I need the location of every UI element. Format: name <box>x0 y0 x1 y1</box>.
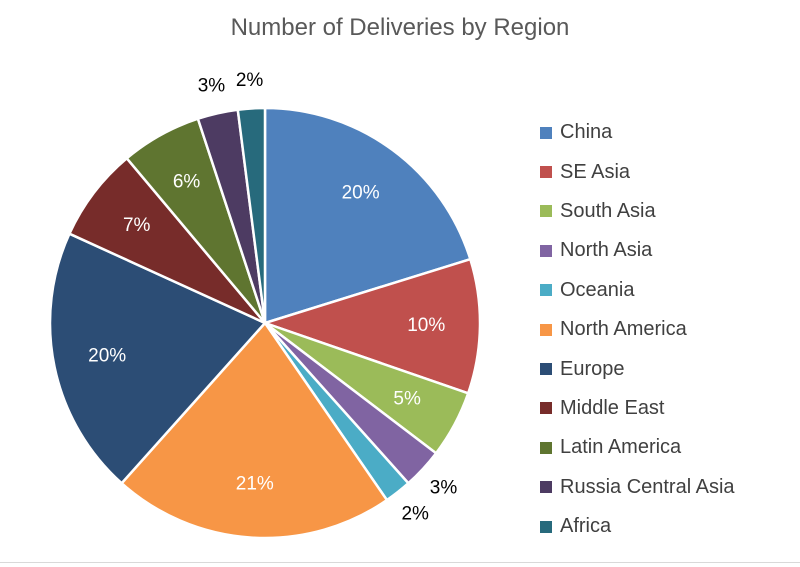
legend-item-se-asia: SE Asia <box>540 152 735 191</box>
legend-item-africa: Africa <box>540 507 735 546</box>
legend-swatch <box>540 126 552 139</box>
legend-item-russia-central-asia: Russia Central Asia <box>540 468 735 507</box>
pie-slice-africa <box>236 106 267 325</box>
data-label-oceania: 2% <box>401 504 429 525</box>
legend-swatch <box>540 441 552 454</box>
bottom-divider <box>0 562 800 563</box>
data-label-north-asia: 3% <box>430 477 458 498</box>
legend-label: Europe <box>560 357 625 380</box>
legend-item-latin-america: Latin America <box>540 428 735 467</box>
legend-swatch <box>540 205 552 218</box>
legend: China SE Asia South Asia North Asia Oceania N… <box>540 113 735 546</box>
data-label-russia-central-asia: 3% <box>198 75 226 96</box>
legend-label: SE Asia <box>560 160 631 183</box>
data-label-se-asia: 10% <box>407 315 445 336</box>
data-label-north-america: 21% <box>236 473 274 494</box>
legend-swatch <box>540 323 552 336</box>
legend-swatch <box>540 520 552 533</box>
legend-label: China <box>560 121 613 144</box>
pie-slice-europe <box>48 232 267 485</box>
legend-swatch <box>540 481 552 494</box>
legend-label: North Asia <box>560 239 653 262</box>
data-label-middle-east: 7% <box>123 215 151 236</box>
data-label-latin-america: 6% <box>173 172 201 193</box>
chart-title: Number of Deliveries by Region <box>230 14 570 41</box>
legend-label: South Asia <box>560 199 656 222</box>
pie-slice-north-america <box>120 321 389 540</box>
legend-item-north-asia: North Asia <box>540 231 735 270</box>
data-label-south-asia: 5% <box>393 389 421 410</box>
data-label-europe: 20% <box>88 346 126 367</box>
legend-item-north-america: North America <box>540 310 735 349</box>
legend-label: Africa <box>560 515 612 538</box>
data-label-africa: 2% <box>236 70 264 91</box>
legend-item-middle-east: Middle East <box>540 389 735 428</box>
pie-slice-se-asia <box>263 257 482 395</box>
legend-item-china: China <box>540 113 735 152</box>
legend-swatch <box>540 363 552 376</box>
legend-label: Russia Central Asia <box>560 475 735 498</box>
legend-item-europe: Europe <box>540 349 735 388</box>
legend-swatch <box>540 244 552 257</box>
legend-label: Oceania <box>560 278 635 301</box>
legend-label: Latin America <box>560 436 682 459</box>
legend-label: Middle East <box>560 396 665 419</box>
legend-swatch <box>540 166 552 179</box>
legend-item-south-asia: South Asia <box>540 192 735 231</box>
pie-slice-china <box>263 106 472 325</box>
data-label-china: 20% <box>342 183 380 204</box>
legend-item-oceania: Oceania <box>540 271 735 310</box>
legend-swatch <box>540 284 552 297</box>
legend-swatch <box>540 402 552 415</box>
legend-label: North America <box>560 318 687 341</box>
